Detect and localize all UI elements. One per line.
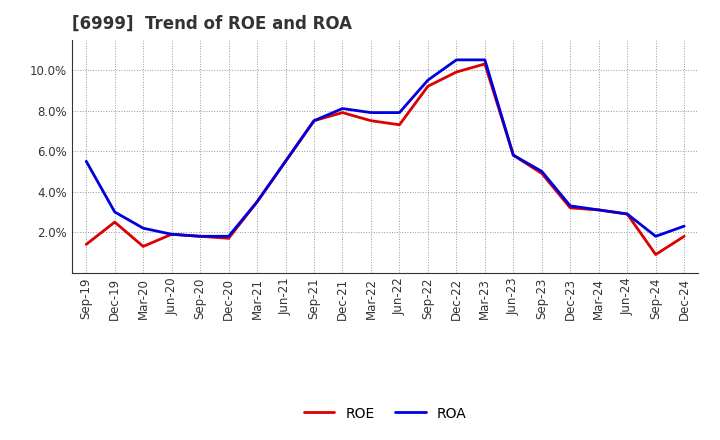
ROE [595, 207, 603, 213]
ROA [452, 57, 461, 62]
ROA [480, 57, 489, 62]
ROE [423, 84, 432, 89]
ROE [452, 70, 461, 75]
ROA [282, 159, 290, 164]
ROE [509, 153, 518, 158]
ROA [537, 169, 546, 174]
ROE [623, 211, 631, 216]
ROA [253, 199, 261, 205]
ROA [423, 77, 432, 83]
ROA [509, 153, 518, 158]
ROA [395, 110, 404, 115]
ROA [225, 234, 233, 239]
ROE [310, 118, 318, 123]
Line: ROE: ROE [86, 64, 684, 255]
ROE [110, 220, 119, 225]
ROE [480, 61, 489, 66]
ROE [680, 234, 688, 239]
ROA [566, 203, 575, 209]
Text: [6999]  Trend of ROE and ROA: [6999] Trend of ROE and ROA [72, 15, 352, 33]
ROE [167, 231, 176, 237]
ROE [366, 118, 375, 123]
ROA [623, 211, 631, 216]
ROA [366, 110, 375, 115]
ROE [225, 236, 233, 241]
ROA [338, 106, 347, 111]
Legend: ROE, ROA: ROE, ROA [298, 401, 472, 426]
ROE [253, 199, 261, 205]
ROA [139, 226, 148, 231]
Line: ROA: ROA [86, 60, 684, 236]
ROA [167, 231, 176, 237]
ROE [82, 242, 91, 247]
ROE [282, 159, 290, 164]
ROA [652, 234, 660, 239]
ROE [338, 110, 347, 115]
ROE [537, 171, 546, 176]
ROA [110, 209, 119, 215]
ROA [196, 234, 204, 239]
ROE [395, 122, 404, 128]
ROE [566, 205, 575, 211]
ROE [652, 252, 660, 257]
ROA [82, 159, 91, 164]
ROA [310, 118, 318, 123]
ROE [196, 234, 204, 239]
ROA [595, 207, 603, 213]
ROE [139, 244, 148, 249]
ROA [680, 224, 688, 229]
